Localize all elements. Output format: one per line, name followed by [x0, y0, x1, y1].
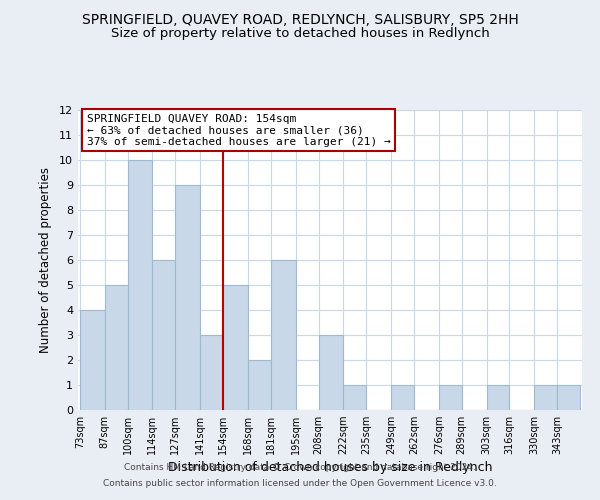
- Bar: [557, 385, 580, 410]
- Bar: [128, 160, 152, 410]
- Y-axis label: Number of detached properties: Number of detached properties: [39, 167, 52, 353]
- Bar: [200, 335, 223, 410]
- Bar: [223, 285, 248, 410]
- Bar: [80, 310, 104, 410]
- Bar: [439, 385, 462, 410]
- Bar: [248, 360, 271, 410]
- Text: Contains HM Land Registry data © Crown copyright and database right 2024.: Contains HM Land Registry data © Crown c…: [124, 464, 476, 472]
- Bar: [343, 385, 366, 410]
- Text: Size of property relative to detached houses in Redlynch: Size of property relative to detached ho…: [110, 28, 490, 40]
- Bar: [534, 385, 557, 410]
- Bar: [487, 385, 509, 410]
- Bar: [152, 260, 175, 410]
- Bar: [271, 260, 296, 410]
- Text: SPRINGFIELD, QUAVEY ROAD, REDLYNCH, SALISBURY, SP5 2HH: SPRINGFIELD, QUAVEY ROAD, REDLYNCH, SALI…: [82, 12, 518, 26]
- Bar: [319, 335, 343, 410]
- X-axis label: Distribution of detached houses by size in Redlynch: Distribution of detached houses by size …: [168, 462, 492, 474]
- Text: Contains public sector information licensed under the Open Government Licence v3: Contains public sector information licen…: [103, 478, 497, 488]
- Text: SPRINGFIELD QUAVEY ROAD: 154sqm
← 63% of detached houses are smaller (36)
37% of: SPRINGFIELD QUAVEY ROAD: 154sqm ← 63% of…: [87, 114, 391, 147]
- Bar: [104, 285, 128, 410]
- Bar: [391, 385, 414, 410]
- Bar: [175, 185, 200, 410]
